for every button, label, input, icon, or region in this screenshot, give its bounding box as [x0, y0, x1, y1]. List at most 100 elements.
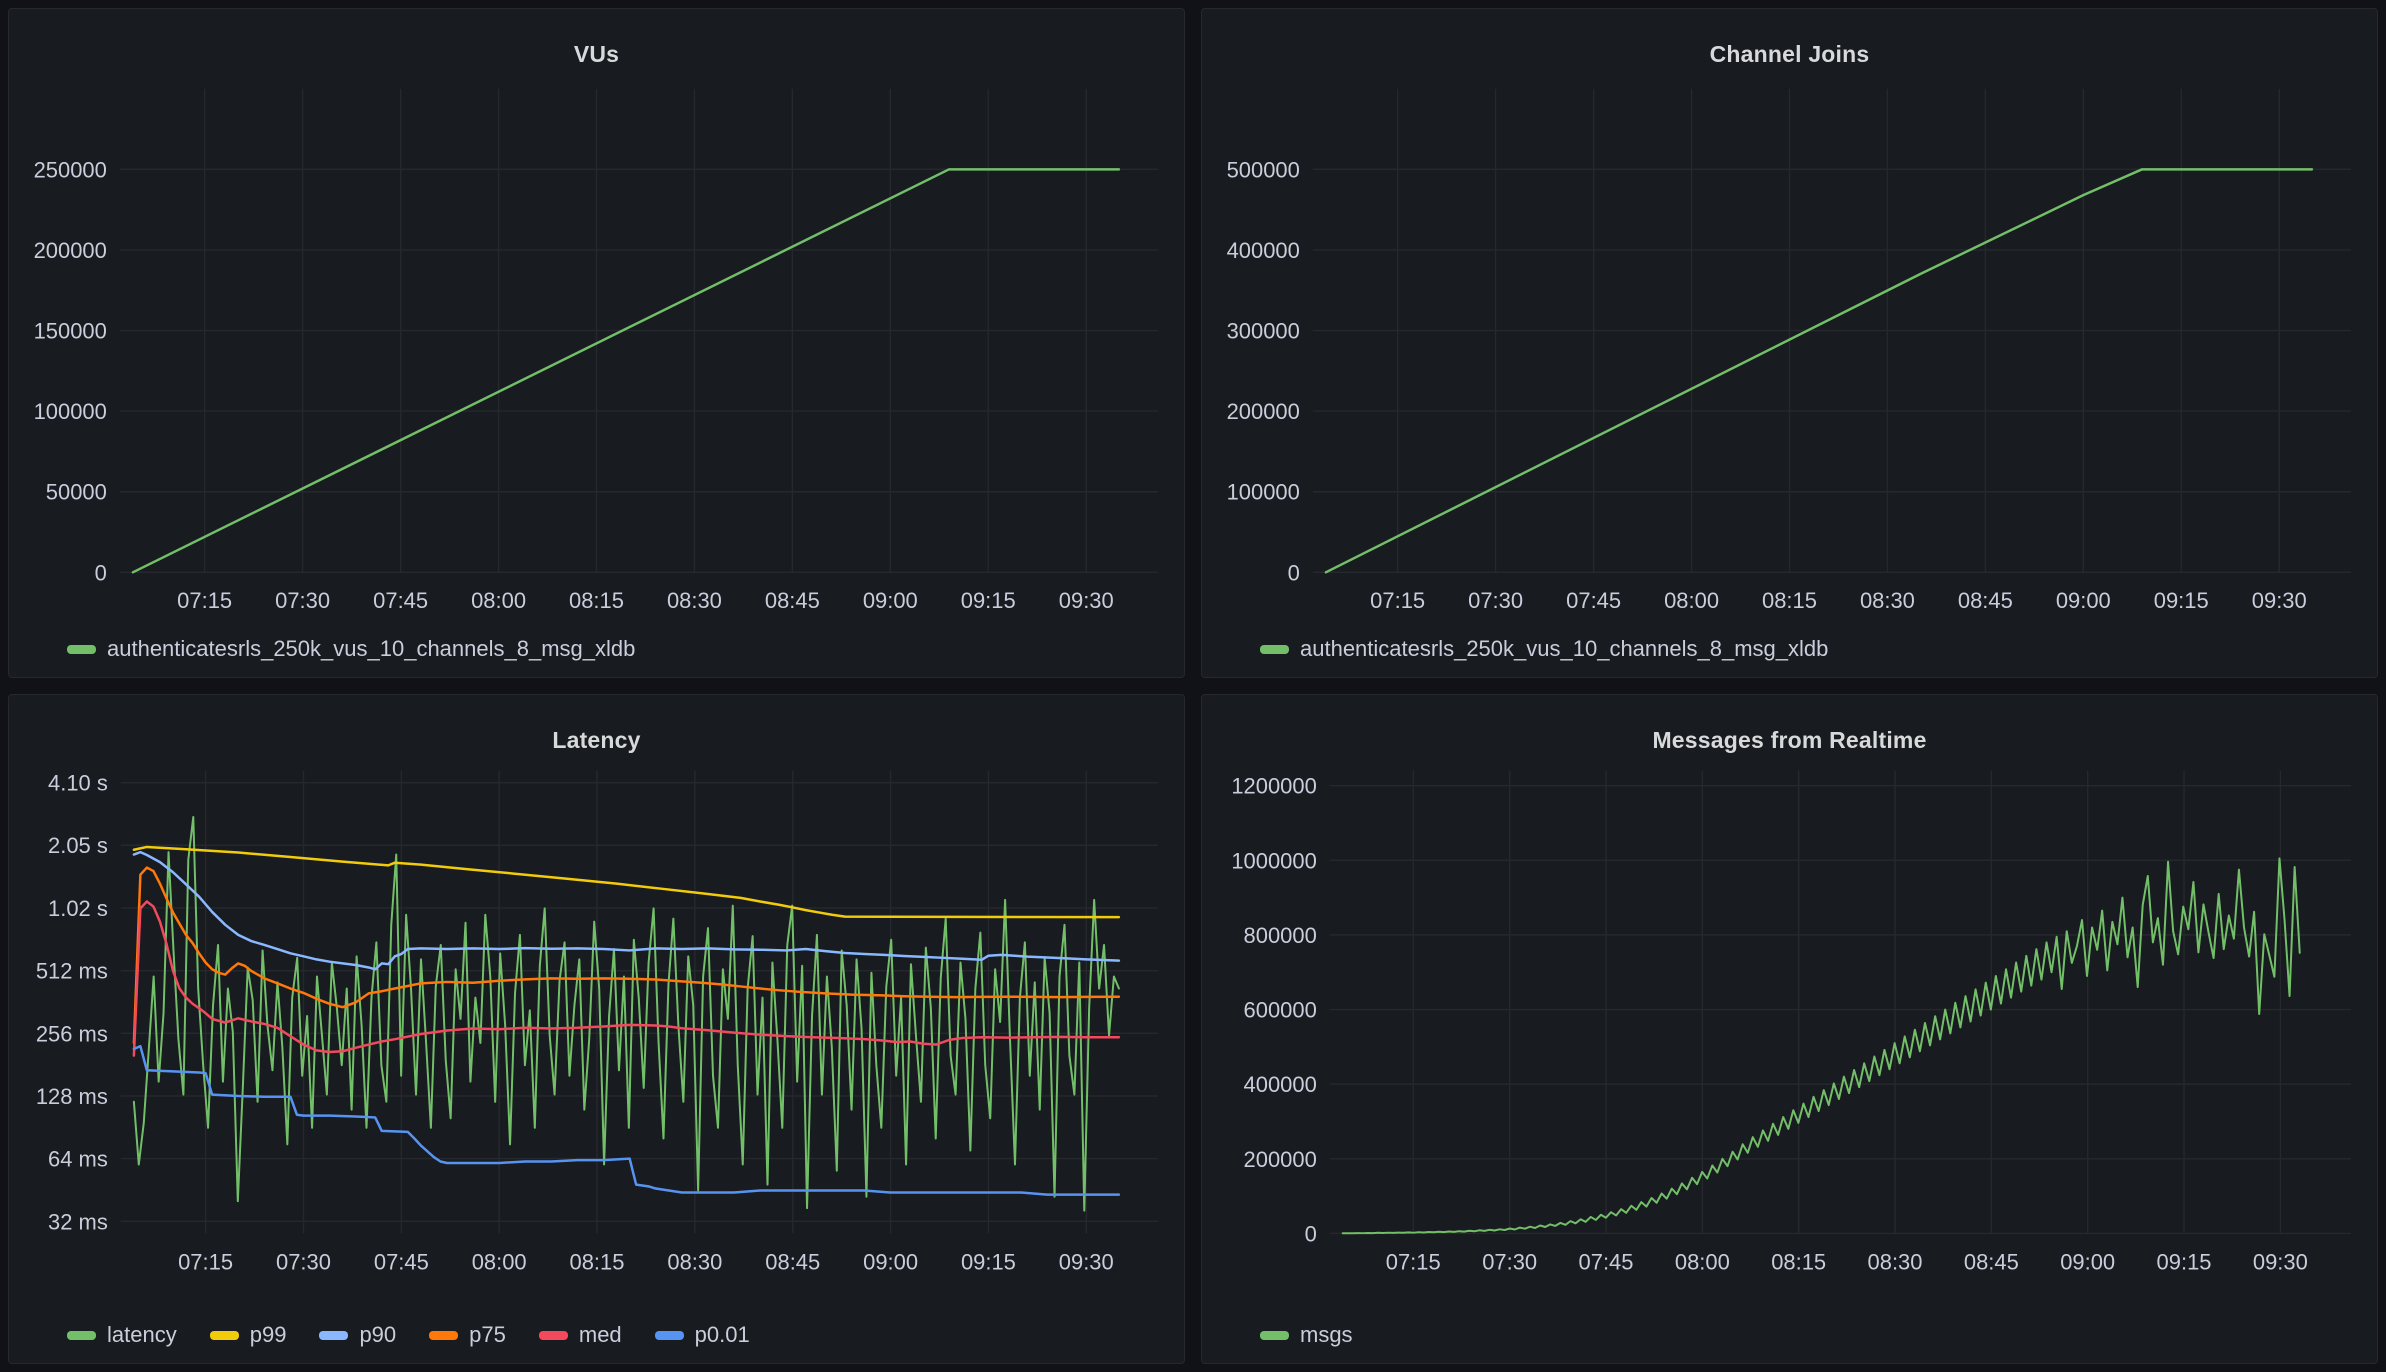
legend-label: msgs — [1300, 1322, 1353, 1347]
legend-label: authenticatesrls_250k_vus_10_channels_8_… — [107, 636, 636, 661]
x-tick-label: 09:15 — [961, 1249, 1016, 1274]
x-tick-label: 07:45 — [1579, 1249, 1634, 1274]
series-line-latency — [132, 816, 1120, 1212]
legend-label: latency — [107, 1322, 177, 1347]
x-tick-label: 09:00 — [2056, 588, 2111, 613]
legend-swatch-icon — [1260, 1330, 1289, 1340]
panel-messages-from-realtime: Messages from Realtime 07:15 07:30 07:45 08… — [1201, 694, 2378, 1364]
legend-item-latency[interactable]: latency — [67, 1322, 177, 1348]
y-tick-label: 500000 — [1227, 157, 1300, 182]
panel-title-latency[interactable]: Latency — [552, 727, 641, 754]
panel-title-vus[interactable]: VUs — [573, 41, 620, 68]
y-tick-label: 300000 — [1227, 319, 1300, 344]
legend-swatch-icon — [654, 1330, 684, 1340]
legend-item-med[interactable]: med — [538, 1322, 622, 1348]
series-line-p0.01 — [132, 1044, 1121, 1196]
y-tick-label: 0 — [1288, 560, 1300, 585]
y-tick-label: 250000 — [34, 157, 107, 182]
legend-label: p75 — [469, 1322, 506, 1347]
vus-legend: authenticatesrls_250k_vus_10_channels_8_… — [67, 636, 635, 662]
legend-item-authenticatesrls_250k_vus_10_channels_8_msg_xldb[interactable]: authenticatesrls_250k_vus_10_channels_8_… — [1260, 636, 1828, 662]
latency-legend: latency p99 p90 p75 med p0.01 — [67, 1322, 750, 1348]
y-tick-label: 400000 — [1244, 1072, 1317, 1097]
legend-item-p0.01[interactable]: p0.01 — [654, 1322, 750, 1348]
legend-item-msgs[interactable]: msgs — [1260, 1322, 1353, 1348]
y-tick-label: 0 — [95, 560, 107, 585]
x-tick-label: 08:15 — [569, 588, 624, 613]
legend-label: authenticatesrls_250k_vus_10_channels_8_… — [1300, 636, 1829, 661]
legend-item-p75[interactable]: p75 — [429, 1322, 506, 1348]
y-tick-label: 256 ms — [36, 1021, 108, 1046]
y-tick-label: 50000 — [46, 480, 107, 505]
y-tick-label: 512 ms — [36, 959, 108, 984]
x-tick-label: 07:45 — [374, 1249, 429, 1274]
x-tick-label: 08:45 — [1958, 588, 2013, 613]
x-tick-label: 08:15 — [1762, 588, 1817, 613]
y-tick-label: 100000 — [1227, 480, 1300, 505]
panel-title-messages[interactable]: Messages from Realtime — [1652, 727, 1927, 754]
y-tick-label: 100000 — [34, 399, 107, 424]
legend-item-p99[interactable]: p99 — [209, 1322, 286, 1348]
series-line-med — [132, 900, 1121, 1057]
legend-swatch-icon — [209, 1330, 239, 1340]
series-line-authenticatesrls_250k_vus_10_channels_8_msg_xldb — [1324, 168, 2314, 574]
x-tick-label: 08:15 — [1771, 1249, 1826, 1274]
y-tick-label: 64 ms — [48, 1147, 108, 1172]
x-tick-label: 07:30 — [276, 1249, 331, 1274]
x-tick-label: 07:30 — [275, 588, 330, 613]
messages-legend: msgs — [1260, 1322, 1353, 1348]
x-tick-label: 08:15 — [570, 1249, 625, 1274]
x-tick-label: 09:30 — [1059, 1249, 1114, 1274]
x-tick-label: 08:45 — [765, 1249, 820, 1274]
y-tick-label: 2.05 s — [48, 833, 108, 858]
legend-item-p90[interactable]: p90 — [319, 1322, 396, 1348]
y-tick-label: 200000 — [1244, 1147, 1317, 1172]
legend-swatch-icon — [319, 1330, 349, 1340]
y-tick-label: 800000 — [1244, 923, 1317, 948]
legend-label: p0.01 — [694, 1322, 750, 1347]
series-line-p75 — [132, 866, 1121, 1045]
series-line-authenticatesrls_250k_vus_10_channels_8_msg_xldb — [131, 168, 1121, 574]
panel-title-channel-joins[interactable]: Channel Joins — [1709, 41, 1870, 68]
x-tick-label: 08:45 — [765, 588, 820, 613]
x-tick-label: 07:30 — [1468, 588, 1523, 613]
vus-chart[interactable]: 07:15 07:30 07:45 08:00 08:15 08:30 08:45 09:00… — [9, 9, 1184, 677]
messages-chart[interactable]: 07:15 07:30 07:45 08:00 08:15 08:30 08:45 09:00… — [1202, 695, 2377, 1363]
x-tick-label: 09:30 — [2252, 588, 2307, 613]
channel-joins-chart[interactable]: 07:15 07:30 07:45 08:00 08:15 08:30 08:45 09:00… — [1202, 9, 2377, 677]
latency-chart[interactable]: 07:15 07:30 07:45 08:00 08:15 08:30 08:45 09:00… — [9, 695, 1184, 1363]
x-tick-label: 08:30 — [1868, 1249, 1923, 1274]
y-tick-label: 200000 — [34, 238, 107, 263]
legend-label: med — [578, 1322, 622, 1347]
x-tick-label: 08:00 — [1664, 588, 1719, 613]
y-tick-label: 200000 — [1227, 399, 1300, 424]
x-tick-label: 07:15 — [1386, 1249, 1441, 1274]
x-tick-label: 08:45 — [1964, 1249, 2019, 1274]
legend-swatch-icon — [1260, 644, 1289, 654]
x-tick-label: 09:15 — [2157, 1249, 2212, 1274]
x-tick-label: 09:00 — [863, 1249, 918, 1274]
y-tick-label: 1000000 — [1231, 848, 1316, 873]
series-line-p90 — [132, 850, 1121, 971]
x-tick-label: 09:30 — [2253, 1249, 2308, 1274]
x-tick-label: 08:30 — [667, 1249, 722, 1274]
x-tick-label: 09:00 — [863, 588, 918, 613]
series-line-p99 — [132, 845, 1121, 919]
y-tick-label: 4.10 s — [48, 771, 108, 796]
y-tick-label: 128 ms — [36, 1084, 108, 1109]
x-tick-label: 07:30 — [1482, 1249, 1537, 1274]
panel-vus: VUs 07:15 07:30 07:45 08:00 08:15 08:30 08:45 0… — [8, 8, 1185, 678]
x-tick-label: 08:00 — [471, 588, 526, 613]
legend-swatch-icon — [67, 1330, 96, 1340]
x-tick-label: 08:00 — [472, 1249, 527, 1274]
legend-item-authenticatesrls_250k_vus_10_channels_8_msg_xldb[interactable]: authenticatesrls_250k_vus_10_channels_8_… — [67, 636, 635, 662]
channel-joins-legend: authenticatesrls_250k_vus_10_channels_8_… — [1260, 636, 1828, 662]
x-tick-label: 07:15 — [177, 588, 232, 613]
x-tick-label: 09:15 — [2154, 588, 2209, 613]
x-tick-label: 07:45 — [373, 588, 428, 613]
x-tick-label: 07:45 — [1566, 588, 1621, 613]
x-tick-label: 07:15 — [1370, 588, 1425, 613]
y-tick-label: 1200000 — [1231, 774, 1316, 799]
legend-swatch-icon — [538, 1330, 568, 1340]
